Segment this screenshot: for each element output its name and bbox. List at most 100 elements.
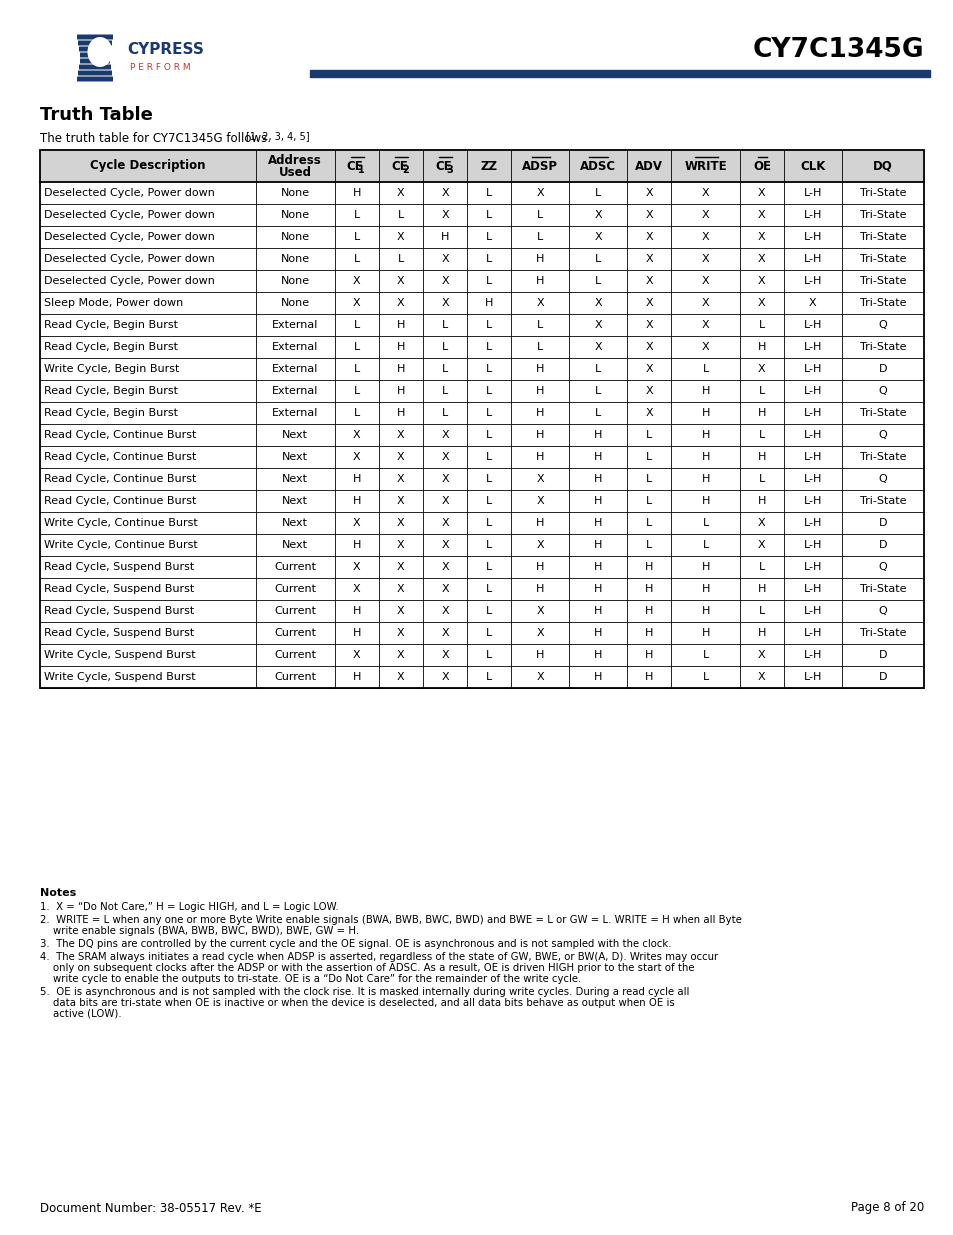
Text: Q: Q xyxy=(878,430,886,440)
Text: L: L xyxy=(645,517,652,529)
Text: External: External xyxy=(272,387,318,396)
Text: X: X xyxy=(536,188,543,198)
Text: L: L xyxy=(486,474,492,484)
Text: L-H: L-H xyxy=(803,496,821,506)
Text: CY7C1345G: CY7C1345G xyxy=(752,37,923,63)
Text: 3.  The DQ pins are controlled by the current cycle and the OE signal. OE is asy: 3. The DQ pins are controlled by the cur… xyxy=(40,939,671,948)
Text: X: X xyxy=(396,517,404,529)
Text: X: X xyxy=(396,606,404,616)
Text: X: X xyxy=(441,452,449,462)
Text: CE3: CE3 xyxy=(433,159,457,173)
Text: L-H: L-H xyxy=(803,650,821,659)
Text: L: L xyxy=(486,320,492,330)
Text: L-H: L-H xyxy=(803,275,821,287)
Text: Current: Current xyxy=(274,672,315,682)
Text: L: L xyxy=(486,342,492,352)
Text: Next: Next xyxy=(282,430,308,440)
Text: L-H: L-H xyxy=(803,562,821,572)
Text: CE: CE xyxy=(435,159,452,173)
Text: The truth table for CY7C1345G follows.: The truth table for CY7C1345G follows. xyxy=(40,131,274,144)
Text: H: H xyxy=(594,540,602,550)
Text: H: H xyxy=(536,584,544,594)
Text: L: L xyxy=(486,254,492,264)
Text: Current: Current xyxy=(274,562,315,572)
Text: H: H xyxy=(700,629,709,638)
Text: L: L xyxy=(354,254,359,264)
Text: X: X xyxy=(758,540,765,550)
Text: H: H xyxy=(644,562,653,572)
Text: H: H xyxy=(757,452,765,462)
Text: Deselected Cycle, Power down: Deselected Cycle, Power down xyxy=(44,210,214,220)
Text: X: X xyxy=(758,517,765,529)
Text: X: X xyxy=(536,672,543,682)
Text: 2: 2 xyxy=(402,165,409,175)
Text: H: H xyxy=(757,408,765,417)
Text: Read Cycle, Continue Burst: Read Cycle, Continue Burst xyxy=(44,430,196,440)
Text: 1: 1 xyxy=(357,165,364,175)
Text: Write Cycle, Begin Burst: Write Cycle, Begin Burst xyxy=(44,364,179,374)
Text: DQ: DQ xyxy=(872,159,892,173)
Text: H: H xyxy=(700,584,709,594)
Text: X: X xyxy=(441,430,449,440)
Text: H: H xyxy=(536,364,544,374)
Text: H: H xyxy=(594,584,602,594)
Text: Read Cycle, Begin Burst: Read Cycle, Begin Burst xyxy=(44,342,178,352)
Text: X: X xyxy=(441,275,449,287)
Text: OE: OE xyxy=(752,159,770,173)
Text: X: X xyxy=(594,320,601,330)
Text: L: L xyxy=(758,387,764,396)
Text: Write Cycle, Continue Burst: Write Cycle, Continue Burst xyxy=(44,540,197,550)
Text: Tri-State: Tri-State xyxy=(859,452,905,462)
Text: L: L xyxy=(701,364,708,374)
Text: WRITE: WRITE xyxy=(683,159,726,173)
Text: H: H xyxy=(353,474,360,484)
Text: Write Cycle, Suspend Burst: Write Cycle, Suspend Burst xyxy=(44,672,195,682)
Text: Next: Next xyxy=(282,474,308,484)
Text: H: H xyxy=(757,629,765,638)
Text: L: L xyxy=(354,232,359,242)
Text: L: L xyxy=(701,672,708,682)
Text: ADV: ADV xyxy=(635,159,662,173)
Text: L-H: L-H xyxy=(803,387,821,396)
Text: 3: 3 xyxy=(446,165,453,175)
Text: X: X xyxy=(758,672,765,682)
Text: H: H xyxy=(396,342,405,352)
Text: ADSC: ADSC xyxy=(579,159,616,173)
Text: 4.  The SRAM always initiates a read cycle when ADSP is asserted, regardless of : 4. The SRAM always initiates a read cycl… xyxy=(40,952,718,962)
Text: L: L xyxy=(354,387,359,396)
Bar xyxy=(40,149,923,688)
Text: H: H xyxy=(396,408,405,417)
Text: L: L xyxy=(354,364,359,374)
Text: X: X xyxy=(353,298,360,308)
Text: H: H xyxy=(536,275,544,287)
Text: L: L xyxy=(486,210,492,220)
Text: Current: Current xyxy=(274,629,315,638)
Text: L: L xyxy=(486,540,492,550)
Text: L: L xyxy=(486,275,492,287)
Text: L-H: L-H xyxy=(803,364,821,374)
Text: active (LOW).: active (LOW). xyxy=(40,1009,121,1019)
Text: X: X xyxy=(701,232,709,242)
Text: X: X xyxy=(645,210,653,220)
Text: L: L xyxy=(486,364,492,374)
Text: CYPRESS: CYPRESS xyxy=(127,42,204,57)
Text: H: H xyxy=(536,254,544,264)
Text: X: X xyxy=(701,298,709,308)
Text: Page 8 of 20: Page 8 of 20 xyxy=(850,1202,923,1214)
Text: L: L xyxy=(758,562,764,572)
Text: Current: Current xyxy=(274,650,315,659)
Text: Q: Q xyxy=(878,320,886,330)
Text: ADSP: ADSP xyxy=(522,159,558,173)
Text: X: X xyxy=(645,342,653,352)
Text: Read Cycle, Suspend Burst: Read Cycle, Suspend Burst xyxy=(44,584,194,594)
Text: CLK: CLK xyxy=(800,159,824,173)
Text: CE2: CE2 xyxy=(388,159,413,173)
Text: L: L xyxy=(486,452,492,462)
Text: Address: Address xyxy=(268,153,322,167)
Text: X: X xyxy=(441,584,449,594)
Text: X: X xyxy=(396,430,404,440)
FancyBboxPatch shape xyxy=(77,77,112,82)
Text: X: X xyxy=(701,210,709,220)
Text: H: H xyxy=(536,387,544,396)
Text: Cycle Description: Cycle Description xyxy=(90,159,206,173)
